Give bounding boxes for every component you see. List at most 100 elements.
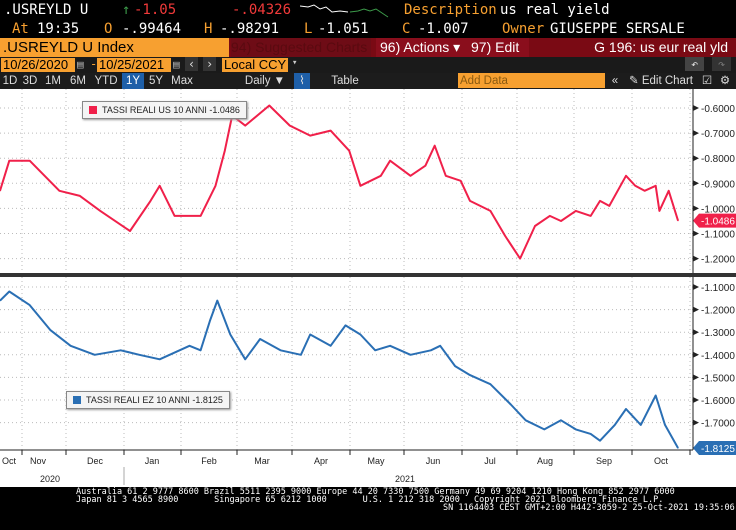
data-point bbox=[49, 329, 51, 331]
high-value: -.98291 bbox=[220, 21, 280, 37]
x-tick-label: Aug bbox=[537, 456, 553, 466]
y-tick-label: -1.4000 bbox=[701, 351, 735, 362]
y-tick-marker bbox=[693, 155, 699, 162]
y-tick-label: -0.8000 bbox=[701, 154, 735, 165]
actions-menu[interactable]: 96) Actions ▾ bbox=[376, 38, 468, 57]
calendar-icon[interactable]: ▤ bbox=[173, 58, 180, 71]
chart-name: G 196: us eur real yld bbox=[594, 39, 728, 55]
data-point bbox=[560, 220, 562, 222]
data-point bbox=[348, 150, 350, 152]
data-point bbox=[590, 433, 592, 435]
start-date-input[interactable]: 10/26/2020 bbox=[1, 58, 75, 72]
y-tick-label: -1.1000 bbox=[701, 230, 735, 241]
data-point bbox=[330, 129, 332, 132]
panel-divider[interactable] bbox=[0, 273, 736, 277]
data-point bbox=[575, 210, 577, 212]
year-label: 2020 bbox=[40, 474, 60, 484]
net-change: -.04326 bbox=[232, 2, 292, 18]
data-point bbox=[99, 210, 101, 212]
data-point bbox=[138, 354, 140, 356]
owner-label: Owner bbox=[502, 21, 545, 37]
y-tick-marker bbox=[693, 180, 699, 187]
data-point bbox=[434, 145, 436, 147]
legend-label: TASSI REALI EZ 10 ANNI -1.8125 bbox=[86, 395, 223, 405]
gear-icon[interactable]: ⚙ bbox=[719, 75, 731, 87]
data-point bbox=[244, 124, 246, 127]
data-point bbox=[409, 175, 412, 177]
data-point bbox=[599, 440, 601, 442]
period-ytd[interactable]: YTD bbox=[94, 75, 118, 87]
footer-contacts-2: Japan 81 3 4565 8900 Singapore 65 6212 1… bbox=[76, 495, 460, 505]
data-point bbox=[489, 210, 491, 212]
next-period-button[interactable]: › bbox=[203, 57, 217, 71]
collapse-icon[interactable]: « bbox=[611, 75, 619, 87]
data-point bbox=[259, 338, 261, 340]
legend-us: TASSI REALI US 10 ANNI -1.0486 bbox=[82, 101, 247, 119]
quote-time: 19:35 bbox=[37, 21, 80, 37]
security-field[interactable]: .USREYLD U Index bbox=[0, 38, 229, 57]
y-tick-marker bbox=[693, 255, 699, 262]
period-3d[interactable]: 3D bbox=[22, 75, 38, 87]
chevron-down-icon[interactable]: ▾ bbox=[292, 58, 298, 68]
data-point bbox=[445, 175, 447, 177]
period-1d[interactable]: 1D bbox=[2, 75, 18, 87]
y-tick-marker bbox=[693, 230, 699, 237]
suggested-charts-button[interactable]: 94) Suggested Charts bbox=[231, 38, 371, 57]
data-point bbox=[58, 190, 61, 192]
data-point bbox=[8, 290, 10, 293]
table-button[interactable]: Table bbox=[331, 75, 359, 87]
data-point bbox=[69, 345, 72, 347]
low-value: -1.051 bbox=[318, 21, 369, 37]
period-max[interactable]: Max bbox=[171, 75, 193, 87]
y-tick-marker bbox=[693, 374, 699, 381]
data-point bbox=[279, 349, 282, 351]
y-tick-label: -1.2000 bbox=[701, 255, 735, 266]
y-tick-marker bbox=[693, 419, 699, 426]
chart-area[interactable]: -0.6000 -0.7000 -0.8000 -0.9000 -1.0000 -1.10… bbox=[0, 89, 736, 487]
calendar-icon[interactable]: ▤ bbox=[77, 58, 84, 71]
end-date-input[interactable]: 10/25/2021 bbox=[97, 58, 171, 72]
annotate-icon[interactable]: ☑ bbox=[701, 75, 713, 87]
data-point bbox=[549, 215, 551, 217]
y-tick-label: -0.9000 bbox=[701, 179, 735, 190]
period-5y[interactable]: 5Y bbox=[148, 75, 164, 87]
x-tick-label: Dec bbox=[87, 456, 104, 466]
data-point bbox=[510, 403, 512, 406]
data-point bbox=[174, 215, 176, 217]
date-range-bar: 10/26/2020 ▤ - 10/25/2021 ▤ ‹ › Local CC… bbox=[0, 57, 736, 73]
period-1m[interactable]: 1M bbox=[45, 75, 61, 87]
chart-background bbox=[0, 89, 736, 487]
x-tick-label: Feb bbox=[201, 456, 217, 466]
data-point bbox=[519, 258, 521, 260]
edit-chart-button[interactable]: ✎ Edit Chart bbox=[626, 73, 696, 89]
redo-icon[interactable]: ↷ bbox=[712, 57, 732, 71]
undo-icon[interactable]: ↶ bbox=[685, 57, 705, 71]
data-point bbox=[149, 200, 152, 202]
data-point bbox=[634, 185, 636, 187]
data-point bbox=[344, 324, 347, 327]
add-data-input[interactable]: Add Data bbox=[458, 73, 605, 88]
last-value-label: -1.8125 bbox=[701, 444, 735, 455]
prev-period-button[interactable]: ‹ bbox=[185, 57, 199, 71]
high-label: H bbox=[204, 21, 213, 37]
x-tick-label: Nov bbox=[30, 456, 47, 466]
frequency-select[interactable]: Daily ▼ bbox=[244, 75, 286, 87]
legend-swatch bbox=[89, 106, 97, 114]
data-point bbox=[0, 190, 1, 192]
data-point bbox=[658, 210, 661, 212]
y-tick-label: -1.2000 bbox=[701, 306, 735, 317]
low-label: L bbox=[304, 21, 313, 37]
period-1y[interactable]: 1Y bbox=[122, 73, 144, 89]
edit-menu[interactable]: 97) Edit ▾ bbox=[467, 38, 529, 74]
legend-swatch bbox=[73, 396, 81, 404]
ticker: .USREYLD U bbox=[4, 2, 89, 18]
footer-session: SN 1164403 CEST GMT+2:00 H442-3059-2 25-… bbox=[443, 503, 735, 513]
data-point bbox=[430, 349, 432, 351]
period-6m[interactable]: 6M bbox=[70, 75, 86, 87]
data-point bbox=[608, 205, 610, 207]
data-point bbox=[614, 424, 616, 426]
data-point bbox=[244, 358, 246, 360]
last-value-tag bbox=[693, 441, 736, 456]
currency-select[interactable]: Local CCY bbox=[222, 57, 288, 72]
line-chart-icon[interactable]: ⌇ bbox=[294, 73, 310, 89]
